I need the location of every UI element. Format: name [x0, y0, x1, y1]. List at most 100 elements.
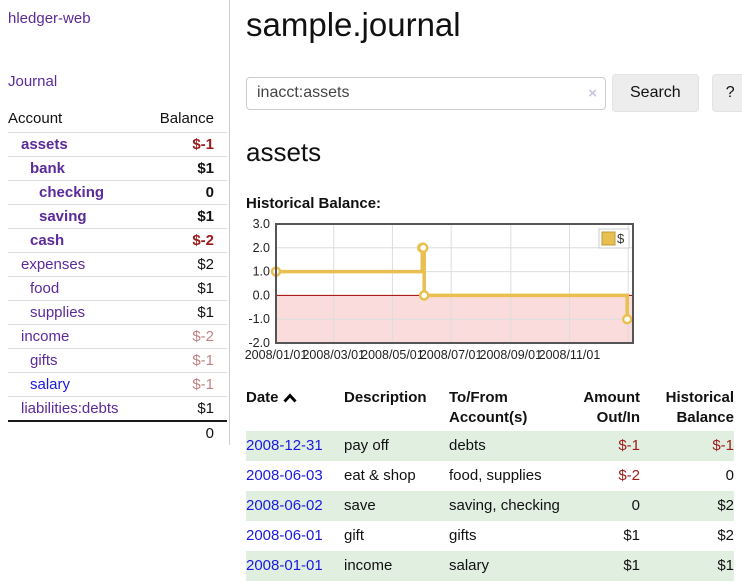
account-balance: $1: [144, 276, 227, 301]
sidebar-nav: Journal: [8, 73, 229, 91]
account-balance: $2: [144, 252, 227, 277]
account-row: saving $1: [8, 204, 227, 229]
transaction-accounts: debts: [449, 431, 561, 461]
account-link[interactable]: cash: [30, 232, 65, 249]
clear-search-icon[interactable]: ×: [588, 84, 597, 102]
transaction-accounts: food, supplies: [449, 467, 542, 484]
transaction-date-link[interactable]: 2008-06-03: [246, 467, 323, 484]
account-link[interactable]: salary: [30, 376, 71, 393]
search-input[interactable]: [246, 76, 606, 110]
chart-label: Historical Balance:: [246, 195, 382, 212]
account-balance: $1: [144, 156, 227, 181]
account-row: liabilities:debts $1: [8, 396, 227, 421]
transaction-balance: $-1: [640, 431, 734, 461]
accounts-total-value: 0: [144, 420, 227, 445]
accounts-total-row: 0: [8, 420, 227, 445]
accounts-header-row: Account Balance: [8, 107, 227, 133]
brand-link[interactable]: hledger-web: [8, 10, 91, 27]
register-row: 2008-06-03 eat & shop food, supplies $-2 0: [246, 461, 734, 491]
account-link[interactable]: supplies: [30, 304, 86, 321]
svg-text:2008/11/01: 2008/11/01: [539, 348, 601, 362]
transaction-description: eat & shop: [344, 467, 416, 484]
account-row: checking 0: [8, 180, 227, 205]
register-row: 2008-12-31 pay off debts $-1 $-1: [246, 431, 734, 461]
transaction-balance: $2: [640, 491, 734, 521]
register-header-description: Description: [344, 389, 427, 406]
svg-text:$: $: [617, 231, 625, 246]
register-header-date[interactable]: Date: [246, 385, 344, 431]
account-row: salary $-1: [8, 372, 227, 397]
transaction-date-link[interactable]: 2008-12-31: [246, 437, 323, 454]
account-link[interactable]: gifts: [30, 352, 58, 369]
account-row: gifts $-1: [8, 348, 227, 373]
transaction-balance: $1: [640, 551, 734, 581]
accounts-header-account: Account: [8, 110, 63, 127]
transaction-amount: $1: [623, 527, 640, 544]
sort-caret-up-icon: [282, 393, 297, 403]
balance-chart-svg: $3.0 2.0 1.0 0.0 -1.0 -2.02008/01/012008/03/0…: [245, 217, 634, 362]
account-balance: $-1: [144, 132, 227, 157]
account-heading: assets: [246, 137, 322, 167]
transaction-accounts: saving, checking: [449, 491, 561, 521]
account-row: bank $1: [8, 156, 227, 181]
page-title: sample.journal: [246, 6, 461, 43]
register-row: 2008-06-02 save saving, checking 0 $2: [246, 491, 734, 521]
account-balance: $-2: [144, 228, 227, 253]
account-balance: $-2: [144, 324, 227, 349]
account-link[interactable]: income: [21, 328, 70, 345]
transaction-amount: $-2: [618, 467, 640, 484]
svg-text:2008/03/01: 2008/03/01: [302, 348, 365, 362]
svg-text:2008/05/01: 2008/05/01: [361, 348, 424, 362]
transaction-balance: $2: [717, 527, 734, 544]
search-button[interactable]: Search: [612, 74, 699, 112]
svg-text:2008/07/01: 2008/07/01: [420, 348, 483, 362]
brand: hledger-web: [8, 10, 229, 28]
svg-text:-2.0: -2.0: [248, 336, 270, 350]
account-link[interactable]: assets: [21, 136, 68, 153]
account-balance: $-1: [144, 348, 227, 373]
transaction-accounts: salary: [449, 551, 561, 581]
transaction-description: pay off: [344, 431, 449, 461]
transaction-date-link[interactable]: 2008-01-01: [246, 557, 323, 574]
transaction-date-link[interactable]: 2008-06-02: [246, 497, 323, 514]
account-link[interactable]: liabilities:debts: [21, 400, 119, 417]
account-link[interactable]: checking: [39, 184, 105, 201]
transaction-description: save: [344, 491, 449, 521]
account-row: food $1: [8, 276, 227, 301]
search-box: ×: [246, 76, 606, 110]
account-balance: $1: [144, 396, 227, 421]
search-row: × Search ?: [246, 74, 742, 112]
main-content: sample.journal × Search ? assets Histori…: [230, 0, 742, 581]
account-row: cash $-2: [8, 228, 227, 253]
transaction-amount: 0: [561, 491, 640, 521]
account-balance: $-1: [144, 372, 227, 397]
accounts-header-balance: Balance: [159, 110, 214, 127]
help-button[interactable]: ?: [711, 74, 742, 112]
account-link[interactable]: food: [30, 280, 60, 297]
sidebar-item-journal[interactable]: Journal: [8, 73, 58, 90]
svg-text:2008/09/01: 2008/09/01: [480, 348, 543, 362]
balance-chart: $3.0 2.0 1.0 0.0 -1.0 -2.0 2008/01/01 2008/03/0…: [245, 217, 742, 364]
transaction-description: income: [344, 551, 449, 581]
account-row: assets $-1: [8, 132, 227, 157]
register-header-balance: Historical Balance: [665, 389, 734, 426]
svg-text:0.0: 0.0: [253, 288, 270, 302]
svg-text:1.0: 1.0: [253, 265, 270, 279]
register-header-amount: Amount Out/In: [583, 389, 640, 426]
transaction-amount: $-1: [561, 431, 640, 461]
account-link[interactable]: saving: [39, 208, 87, 225]
sidebar: hledger-web Journal Account Balance asse…: [0, 0, 230, 445]
account-row: expenses $2: [8, 252, 227, 277]
register-table: Date Description To/From Account(s) Amou…: [246, 385, 734, 581]
accounts-table: Account Balance assets $-1 bank $1 checking 0…: [8, 107, 227, 445]
account-balance: $1: [144, 300, 227, 325]
account-balance: $1: [144, 204, 227, 229]
transaction-description: gift: [344, 527, 365, 544]
account-link[interactable]: bank: [30, 160, 66, 177]
account-link[interactable]: expenses: [21, 256, 86, 273]
transaction-date-link[interactable]: 2008-06-01: [246, 527, 323, 544]
svg-text:2008/01/01: 2008/01/01: [245, 348, 308, 362]
transaction-balance: 0: [725, 467, 734, 484]
transaction-accounts: gifts: [449, 527, 477, 544]
